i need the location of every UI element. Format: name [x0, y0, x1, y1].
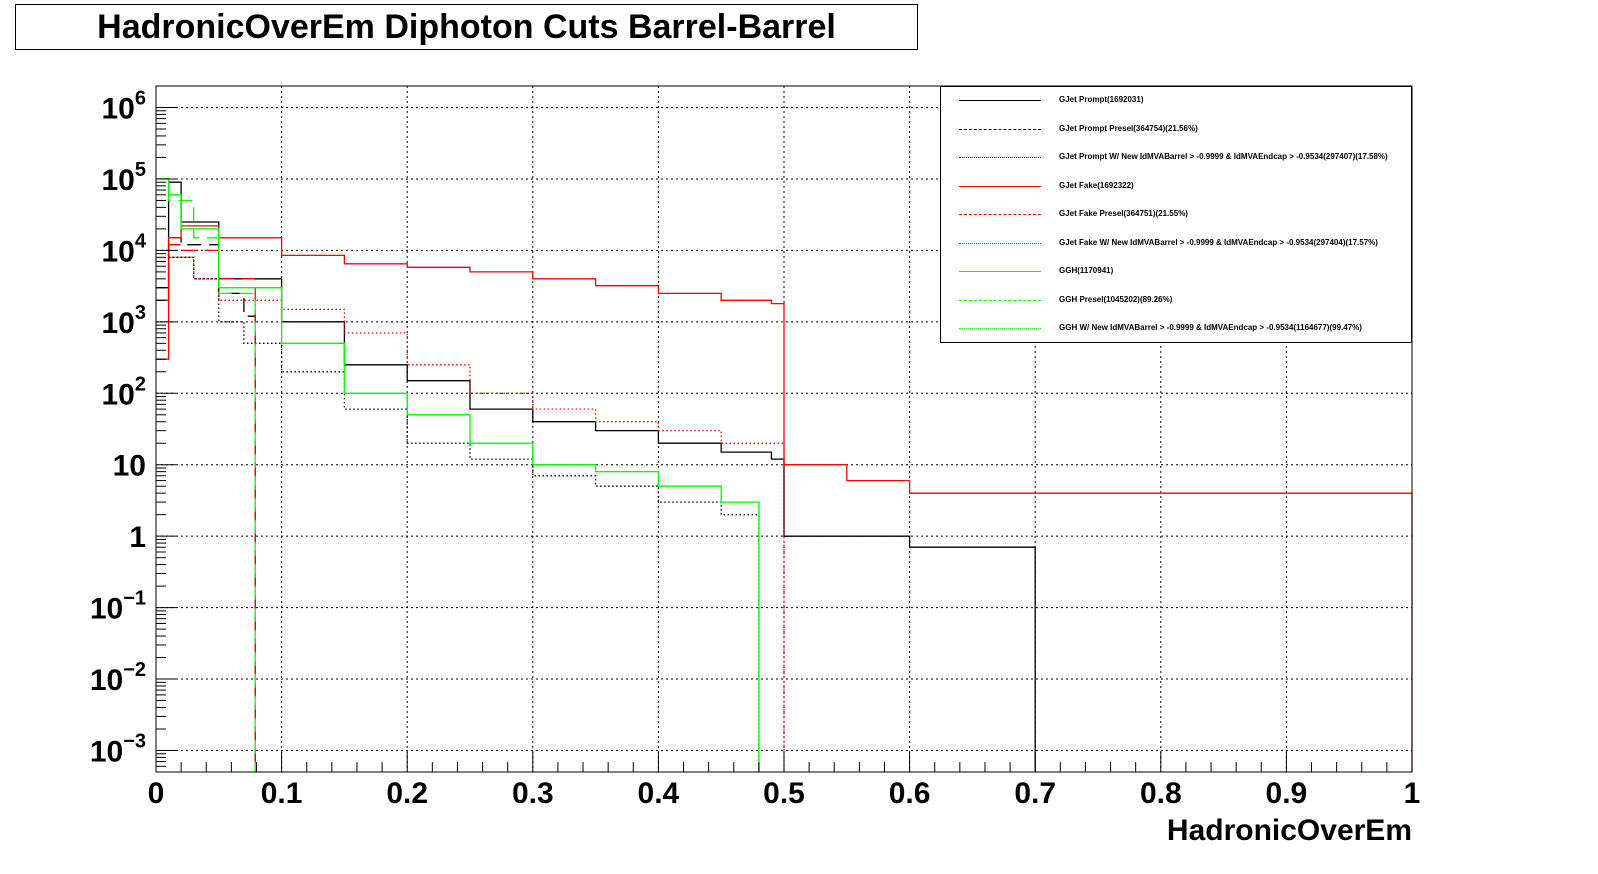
axis-ticks [155, 85, 1413, 773]
legend-swatch [959, 157, 1041, 158]
legend-label: GJet Prompt Presel(364754)(21.56%) [1059, 123, 1198, 133]
y-tick-label: 102 [102, 373, 147, 411]
legend-label: GJet Fake(1692322) [1059, 180, 1134, 190]
legend-entry: GJet Fake W/ New IdMVABarrel > -0.9999 &… [941, 230, 1411, 258]
legend-swatch [959, 299, 1041, 301]
chart-title-box: HadronicOverEm Diphoton Cuts Barrel-Barr… [15, 4, 918, 50]
x-tick-label: 0.9 [1266, 777, 1308, 810]
y-tick-label: 103 [102, 302, 147, 340]
x-tick-labels: 0 0.1 0.2 0.3 0.4 0.5 0.6 0.7 0.8 0.9 1 [148, 777, 1421, 810]
legend-label: GJet Fake W/ New IdMVABarrel > -0.9999 &… [1059, 237, 1378, 247]
x-tick-label: 0.6 [889, 777, 931, 810]
series-line-2 [156, 237, 256, 772]
x-tick-label: 0.8 [1140, 777, 1182, 810]
y-tick-label: 106 [102, 88, 147, 126]
legend-swatch [959, 100, 1041, 101]
x-axis-title: HadronicOverEm [1167, 814, 1412, 847]
series-line-9 [156, 178, 760, 772]
legend-entry: GGH Presel(1045202)(89.26%) [941, 287, 1411, 315]
x-tick-label: 0.2 [386, 777, 428, 810]
legend-label: GJet Prompt W/ New IdMVABarrel > -0.9999… [1059, 152, 1388, 161]
series-line-6 [156, 256, 785, 772]
legend-label: GGH W/ New IdMVABarrel > -0.9999 & IdMVA… [1059, 323, 1362, 332]
legend-entry: GJet Prompt Presel(364754)(21.56%) [941, 116, 1411, 144]
legend-label: GJet Fake Presel(364751)(21.55%) [1059, 209, 1188, 218]
legend-label: GGH(1170941) [1059, 266, 1114, 275]
y-tick-label: 1 [129, 521, 146, 554]
legend-entry: GGH(1170941) [941, 258, 1411, 286]
series-line-8 [156, 178, 256, 772]
x-tick-label: 0.3 [512, 777, 554, 810]
series-line-1 [156, 181, 1036, 772]
legend-label: GGH Presel(1045202)(89.26%) [1059, 294, 1173, 304]
y-tick-label: 10−2 [90, 659, 146, 697]
legend-entry: GGH W/ New IdMVABarrel > -0.9999 & IdMVA… [941, 315, 1411, 343]
legend-swatch [959, 242, 1041, 244]
legend-swatch [959, 328, 1041, 329]
legend: GJet Prompt(1692031) GJet Prompt Presel(3… [940, 86, 1412, 343]
legend-label: GJet Prompt(1692031) [1059, 95, 1144, 104]
legend-swatch [959, 214, 1041, 215]
legend-swatch [959, 271, 1041, 272]
legend-entry: GJet Prompt(1692031) [941, 87, 1411, 115]
x-tick-label: 0.1 [261, 777, 303, 810]
legend-entry: GJet Prompt W/ New IdMVABarrel > -0.9999… [941, 144, 1411, 172]
x-tick-label: 1 [1404, 777, 1421, 810]
y-tick-label: 10−3 [90, 730, 146, 768]
y-tick-label: 10−1 [90, 588, 146, 626]
y-tick-label: 104 [102, 230, 147, 268]
chart-title: HadronicOverEm Diphoton Cuts Barrel-Barr… [97, 7, 836, 46]
x-tick-label: 0.5 [763, 777, 805, 810]
series-layer [156, 178, 1413, 772]
series-line-5 [156, 244, 256, 772]
y-tick-label: 10 [113, 450, 146, 483]
legend-swatch [959, 185, 1041, 187]
x-tick-label: 0.7 [1014, 777, 1056, 810]
y-tick-label: 105 [102, 159, 147, 197]
legend-entry: GJet Fake Presel(364751)(21.55%) [941, 201, 1411, 229]
legend-swatch [959, 128, 1041, 130]
legend-entry: GJet Fake(1692322) [941, 173, 1411, 201]
x-tick-label: 0 [148, 777, 165, 810]
x-tick-label: 0.4 [638, 777, 680, 810]
series-line-3 [156, 256, 760, 772]
